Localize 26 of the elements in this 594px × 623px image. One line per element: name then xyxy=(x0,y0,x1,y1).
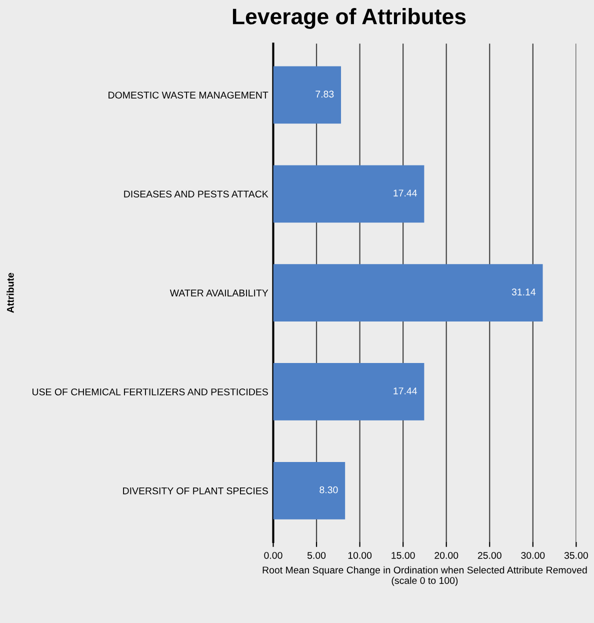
data-label: 7.83 xyxy=(316,90,334,98)
y-tick-label: DISEASES AND PESTS ATTACK xyxy=(124,190,268,198)
x-tick-label: 30.00 xyxy=(521,552,545,559)
x-axis-title: Root Mean Square Change in Ordination when Selected Attribute Removed (scale 0 to 100) xyxy=(262,566,587,586)
chart-title: Leverage of Attributes xyxy=(232,8,466,29)
bar xyxy=(273,66,342,124)
data-label: 17.44 xyxy=(394,388,417,394)
bar xyxy=(273,165,424,223)
y-tick-label: DIVERSITY OF PLANT SPECIES xyxy=(123,487,268,494)
data-label: 17.44 xyxy=(394,190,417,196)
data-label: 8.30 xyxy=(320,486,338,494)
y-tick-label: WATER AVAILABILITY xyxy=(170,290,268,296)
x-tick-label: 0.00 xyxy=(264,552,282,559)
x-tick-label: 10.00 xyxy=(348,552,372,559)
bar xyxy=(273,264,543,322)
x-tick-label: 25.00 xyxy=(478,552,502,559)
data-label: 31.14 xyxy=(512,288,536,296)
bar xyxy=(273,363,424,420)
x-tick-label: 20.00 xyxy=(434,552,458,559)
y-axis-title: Attribute xyxy=(6,272,14,313)
y-tick-label: USE OF CHEMICAL FERTILIZERS AND PESTICIDES xyxy=(32,388,268,396)
x-tick-label: 35.00 xyxy=(564,552,588,559)
x-tick-label: 15.00 xyxy=(392,552,415,559)
x-tick-label: 5.00 xyxy=(307,552,326,559)
y-tick-label: DOMESTIC WASTE MANAGEMENT xyxy=(108,92,268,99)
bar xyxy=(273,462,346,520)
